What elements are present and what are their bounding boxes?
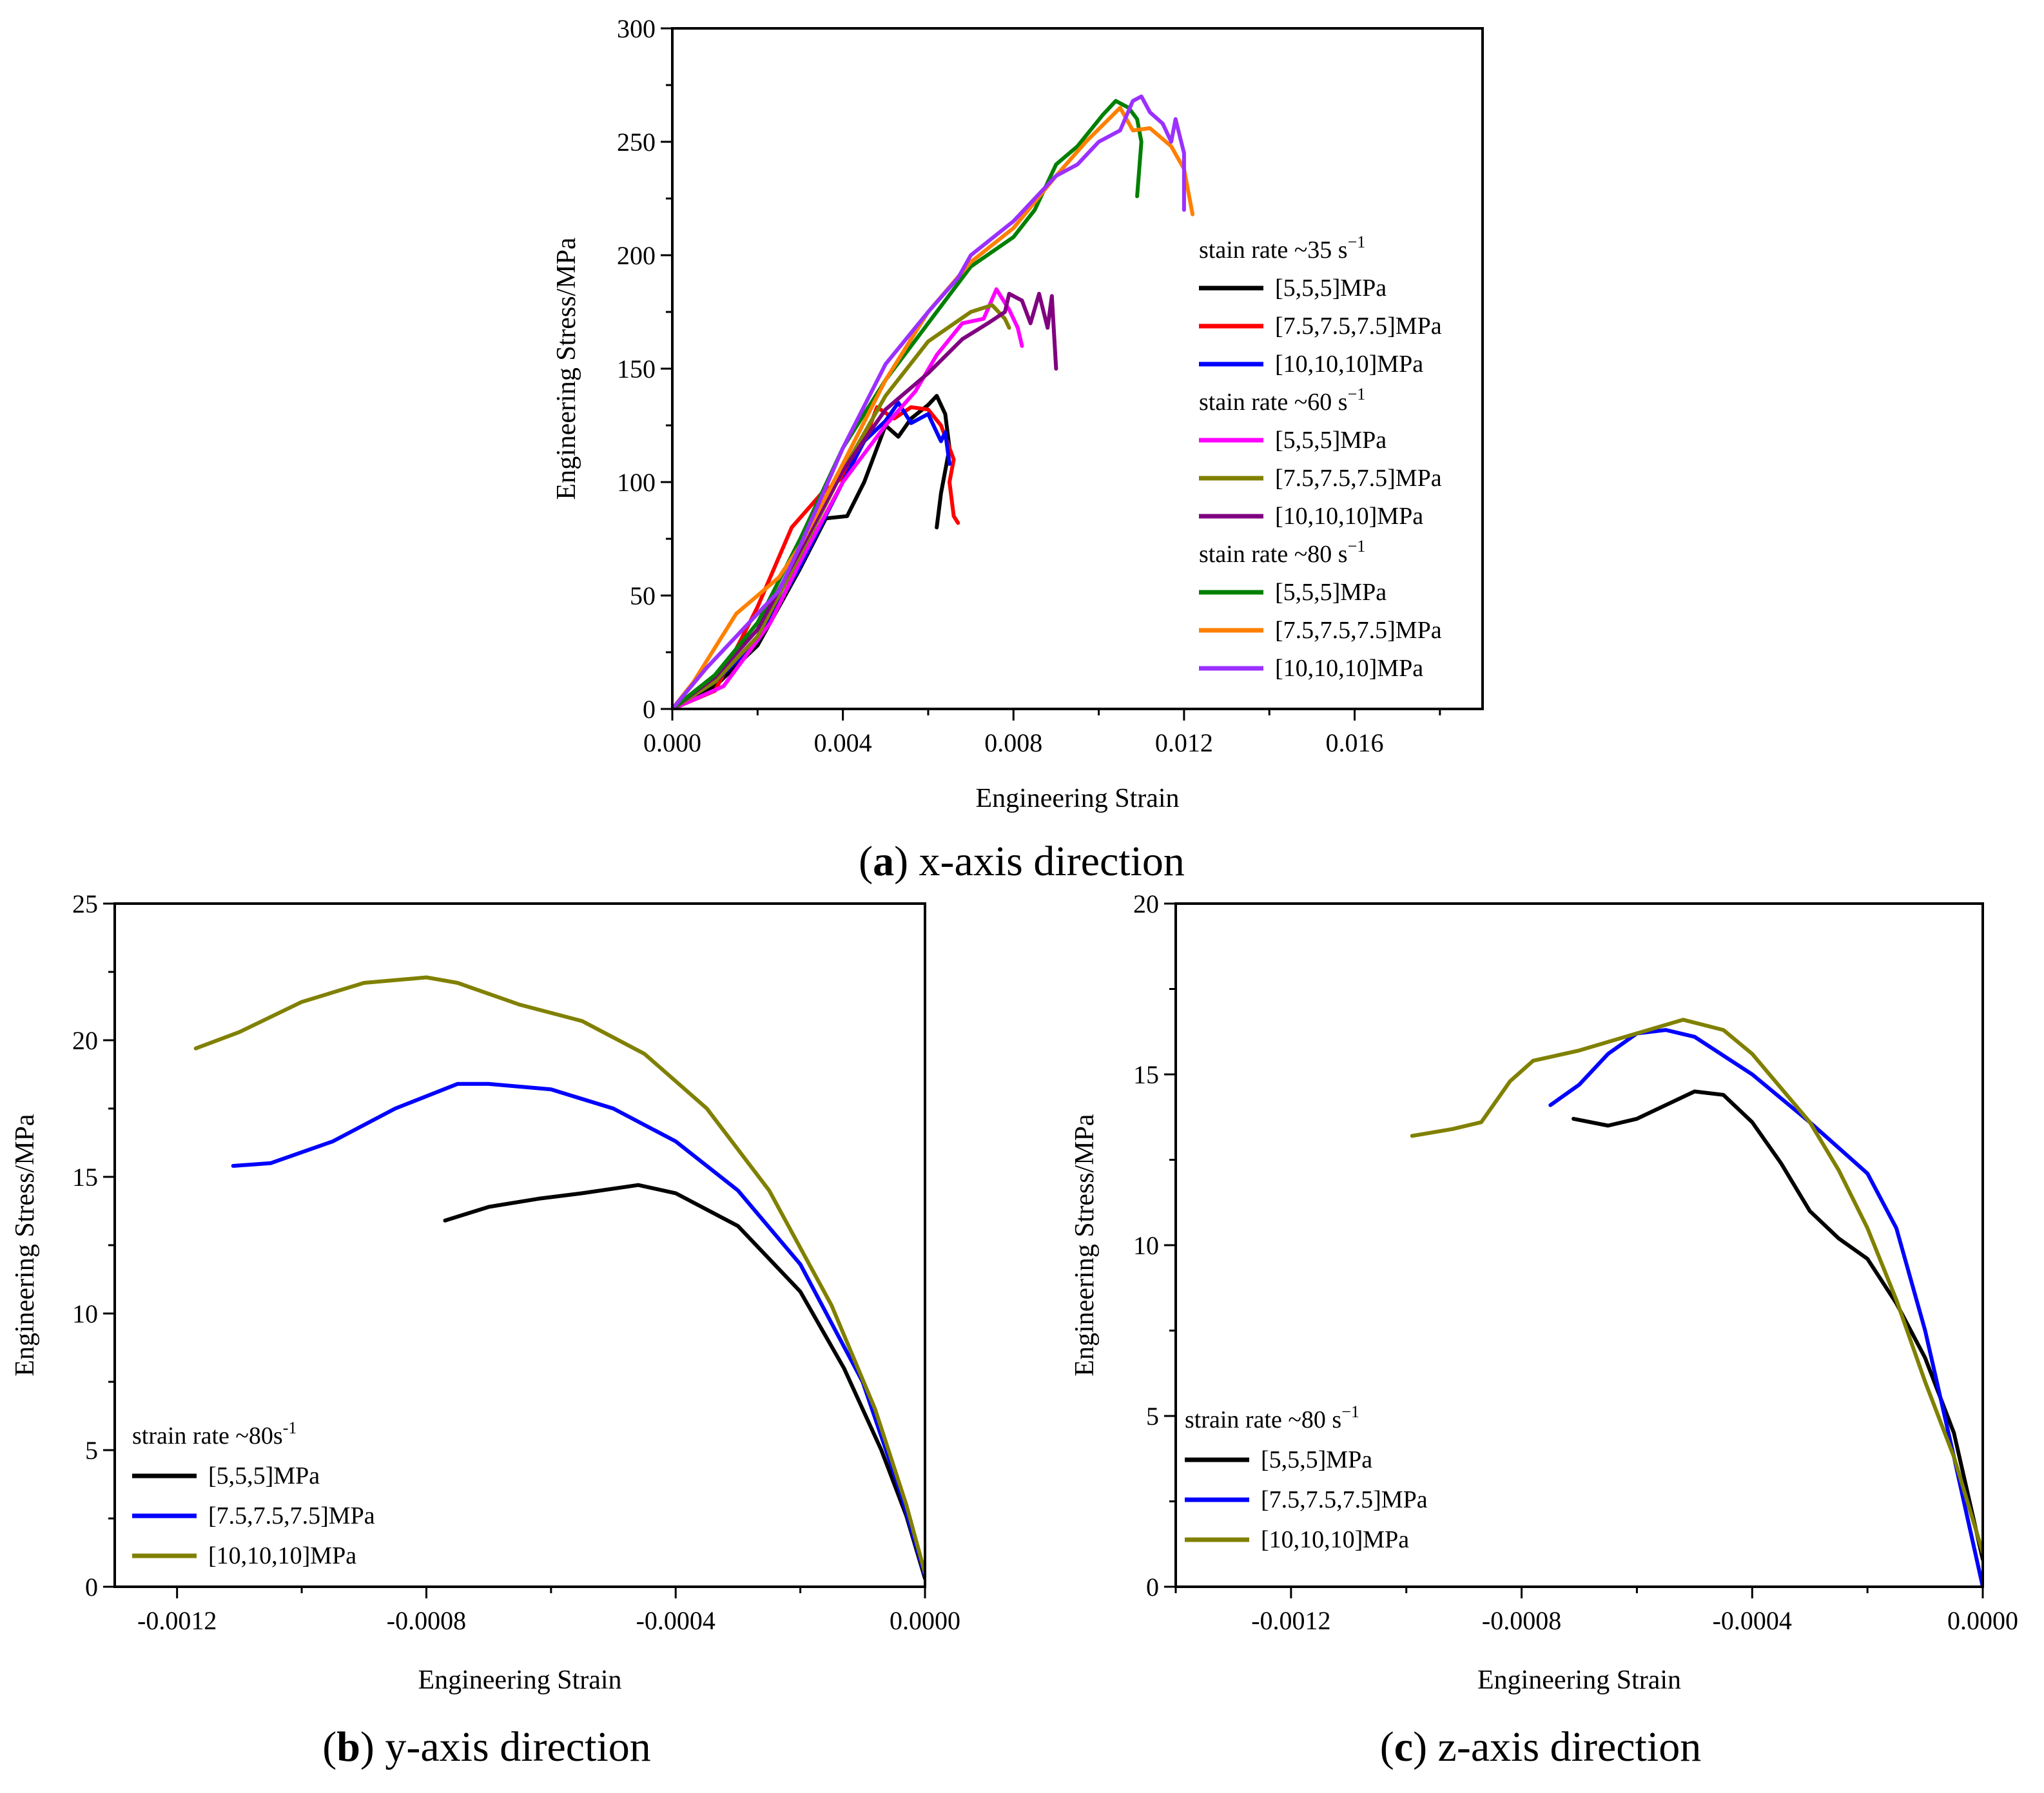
legend-entry-label: [10,10,10]MPa bbox=[1275, 351, 1423, 378]
legend-title: stain rate ~80 s−1 bbox=[1199, 537, 1365, 568]
legend-title-main: strain rate ~80 s bbox=[1185, 1406, 1341, 1433]
series-line-1 bbox=[443, 1183, 925, 1581]
legend-entry-label: [10,10,10]MPa bbox=[1275, 655, 1423, 682]
x-tick-label: -0.0012 bbox=[137, 1606, 217, 1635]
legend-entry-label: [10,10,10]MPa bbox=[1261, 1526, 1409, 1553]
series-line-2 bbox=[672, 405, 960, 709]
legend-entry-label: [5,5,5]MPa bbox=[1261, 1446, 1372, 1473]
legend-entry-label: [5,5,5]MPa bbox=[1275, 427, 1387, 454]
series-line-3 bbox=[1410, 1018, 1983, 1555]
x-tick-label: -0.0004 bbox=[636, 1606, 715, 1635]
legend-title-superscript: -1 bbox=[283, 1419, 297, 1437]
caption-a-letter: a bbox=[873, 838, 894, 885]
legend-title-main: stain rate ~80 s bbox=[1199, 541, 1348, 568]
y-axis-label: Engineering Stress/MPa bbox=[10, 1114, 40, 1376]
y-tick-label: 20 bbox=[1133, 889, 1159, 918]
y-axis-label: Engineering Stress/MPa bbox=[1070, 1114, 1100, 1376]
legend-entry-label: [7.5,7.5,7.5]MPa bbox=[1275, 617, 1442, 644]
y-axis-label: Engineering Stress/MPa bbox=[552, 237, 581, 499]
legend-entry-label: [10,10,10]MPa bbox=[1275, 503, 1423, 530]
x-tick-label: 0.0000 bbox=[1947, 1606, 2018, 1635]
y-tick-label: 200 bbox=[617, 241, 656, 270]
plot-frame bbox=[1174, 902, 1984, 1588]
series-line-3 bbox=[193, 975, 925, 1575]
x-tick-label: 0.016 bbox=[1326, 728, 1384, 757]
x-tick-label: 0.004 bbox=[814, 728, 872, 757]
x-axis-label: Engineering Strain bbox=[418, 1665, 621, 1695]
caption-c-letter: c bbox=[1394, 1723, 1413, 1770]
y-tick-label: 150 bbox=[617, 354, 656, 383]
y-tick-label: 25 bbox=[72, 889, 98, 918]
caption-c: (c) z-axis direction bbox=[1380, 1723, 1701, 1770]
x-tick-label: -0.0008 bbox=[1482, 1606, 1561, 1635]
x-tick-label: 0.0000 bbox=[890, 1606, 960, 1635]
caption-b: (b) y-axis direction bbox=[322, 1723, 651, 1770]
series-line-5 bbox=[672, 303, 1011, 709]
x-tick-label: -0.0012 bbox=[1251, 1606, 1330, 1635]
y-tick-label: 15 bbox=[1133, 1060, 1159, 1089]
legend-title: strain rate ~80s-1 bbox=[132, 1419, 297, 1449]
legend-title-superscript: −1 bbox=[1348, 537, 1366, 556]
legend-entry-label: [7.5,7.5,7.5]MPa bbox=[1275, 465, 1442, 492]
panel-c-chart: -0.0012 -0.0008 -0.0004 0.0000 0 5 10 15 20 Engin… bbox=[1070, 889, 2018, 1695]
y-tick-label: 10 bbox=[1133, 1231, 1159, 1260]
caption-a-text: x-axis direction bbox=[908, 838, 1185, 885]
y-tick-label: 0 bbox=[85, 1573, 98, 1602]
y-tick-label: 5 bbox=[1146, 1402, 1159, 1431]
caption-b-text: y-axis direction bbox=[375, 1723, 651, 1770]
y-tick-label: 50 bbox=[630, 581, 656, 610]
legend-entry-label: [7.5,7.5,7.5]MPa bbox=[208, 1502, 375, 1529]
y-tick-label: 10 bbox=[72, 1299, 98, 1328]
caption-c-text: z-axis direction bbox=[1427, 1723, 1701, 1770]
y-tick-label: 5 bbox=[85, 1436, 98, 1465]
x-axis-label: Engineering Strain bbox=[975, 784, 1179, 813]
series-line-8 bbox=[672, 106, 1195, 709]
y-tick-label: 20 bbox=[72, 1026, 98, 1055]
x-tick-label: -0.0008 bbox=[387, 1606, 466, 1635]
panel-a-chart: 0.000 0.004 0.008 0.012 0.016 0 50 100 150 200 250… bbox=[552, 14, 1484, 813]
legend-entry-label: [5,5,5]MPa bbox=[1275, 579, 1387, 606]
legend-entry-label: [7.5,7.5,7.5]MPa bbox=[1261, 1486, 1428, 1513]
legend-title: stain rate ~60 s−1 bbox=[1199, 385, 1365, 416]
y-tick-label: 100 bbox=[617, 468, 656, 497]
legend-title: stain rate ~35 s−1 bbox=[1199, 233, 1365, 264]
x-tick-label: -0.0004 bbox=[1713, 1606, 1792, 1635]
series-line-7 bbox=[672, 99, 1144, 709]
legend-title-superscript: −1 bbox=[1348, 233, 1366, 251]
legend-entry-label: [5,5,5]MPa bbox=[1275, 275, 1387, 302]
x-axis-label: Engineering Strain bbox=[1477, 1665, 1681, 1695]
y-tick-label: 0 bbox=[643, 695, 656, 724]
legend-title-main: stain rate ~60 s bbox=[1199, 389, 1348, 416]
legend-entry-label: [5,5,5]MPa bbox=[208, 1462, 320, 1489]
legend-title-main: strain rate ~80s bbox=[132, 1422, 283, 1449]
x-tick-label: 0.012 bbox=[1155, 728, 1213, 757]
series-line-9 bbox=[672, 94, 1186, 709]
caption-b-letter: b bbox=[336, 1723, 360, 1770]
legend-entry-label: [7.5,7.5,7.5]MPa bbox=[1275, 313, 1442, 340]
series-line-3 bbox=[672, 400, 951, 709]
series-line-2 bbox=[1548, 1028, 1983, 1587]
legend-entry-label: [10,10,10]MPa bbox=[208, 1542, 356, 1569]
y-tick-label: 250 bbox=[617, 128, 656, 157]
series-line-2 bbox=[231, 1081, 925, 1578]
x-tick-label: 0.008 bbox=[984, 728, 1042, 757]
legend-title-main: stain rate ~35 s bbox=[1199, 237, 1348, 264]
series-line-1 bbox=[1572, 1089, 1983, 1562]
y-tick-label: 15 bbox=[72, 1163, 98, 1192]
panel-b-chart: -0.0012 -0.0008 -0.0004 0.0000 0 5 10 15 20 25 Eng… bbox=[10, 889, 960, 1695]
caption-a: (a) x-axis direction bbox=[859, 838, 1185, 885]
legend-title-superscript: −1 bbox=[1341, 1402, 1359, 1421]
legend-title: strain rate ~80 s−1 bbox=[1185, 1402, 1359, 1433]
series-line-6 bbox=[672, 291, 1058, 709]
y-tick-label: 0 bbox=[1146, 1573, 1159, 1602]
y-tick-label: 300 bbox=[617, 14, 656, 43]
legend-title-superscript: −1 bbox=[1348, 385, 1366, 403]
x-tick-label: 0.000 bbox=[643, 728, 701, 757]
